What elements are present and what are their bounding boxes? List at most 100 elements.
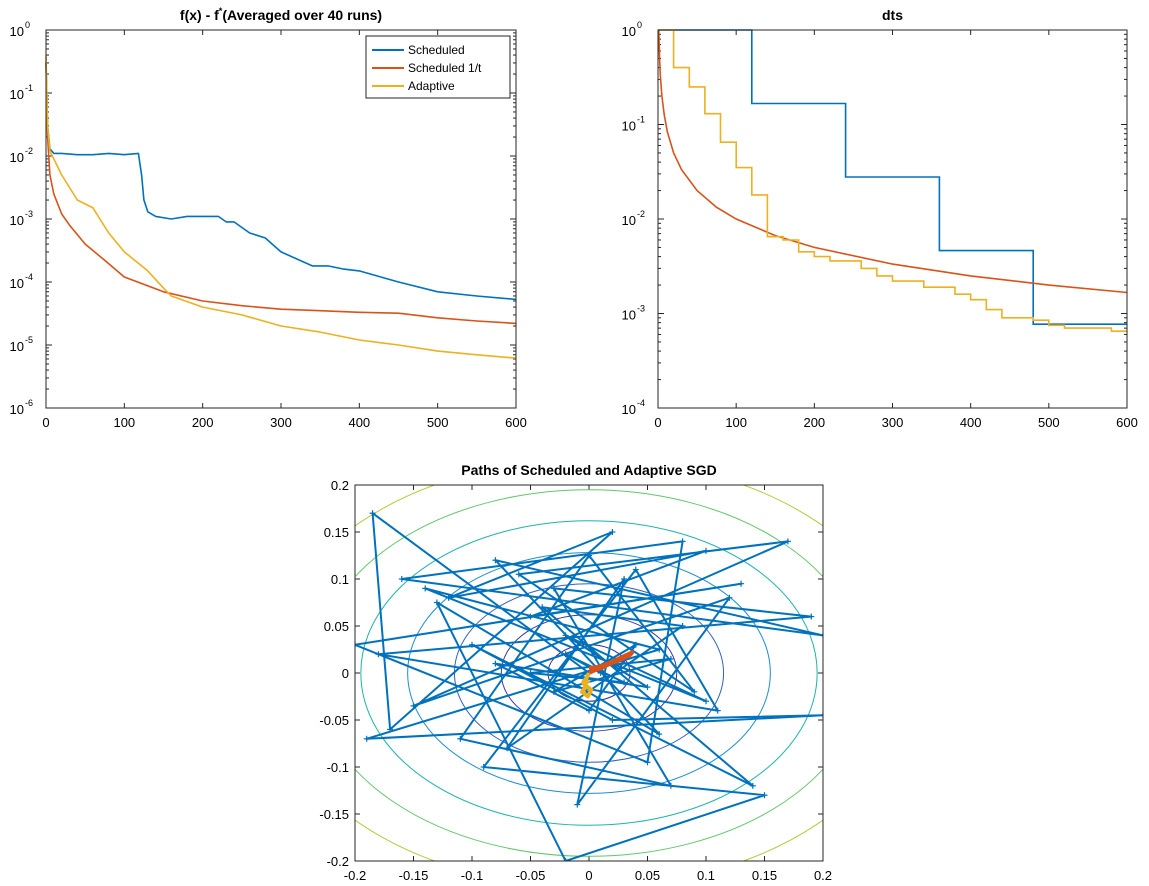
- x-tick-label: 200: [803, 415, 825, 430]
- path-marker: [621, 576, 628, 582]
- x-tick-label: -0.05: [516, 868, 546, 883]
- y-tick-exponent: -1: [637, 115, 645, 125]
- chart-title-3: Paths of Scheduled and Adaptive SGD: [461, 462, 716, 478]
- series-line-1: [658, 29, 1127, 326]
- y-tick-exponent: -1: [25, 83, 33, 93]
- path-line-1: [355, 512, 823, 861]
- path-marker: [820, 632, 823, 639]
- path-marker: [808, 613, 815, 620]
- y-tick-exponent: -4: [25, 272, 33, 282]
- contour-line: [500, 614, 678, 732]
- y-tick-label: -0.2: [327, 854, 349, 869]
- y-tick-label: 10 -3: [622, 304, 645, 323]
- y-tick-label: 10 -1: [622, 115, 645, 134]
- path-marker: [749, 782, 756, 789]
- y-tick-base: 10: [622, 308, 636, 323]
- path-line-3: [580, 672, 594, 699]
- path-marker: [761, 792, 768, 799]
- x-tick-label: 100: [725, 415, 747, 430]
- series-line-2: [45, 62, 517, 325]
- y-tick-base: 10: [622, 119, 636, 134]
- x-tick-label: 600: [1116, 415, 1138, 430]
- path-marker: [609, 529, 616, 535]
- path-marker: [550, 688, 557, 695]
- path-marker: [632, 566, 639, 573]
- path-marker: [679, 538, 686, 545]
- chart-title-2: dts: [882, 7, 903, 23]
- x-tick-label: 400: [348, 415, 370, 430]
- y-tick-label: -0.1: [327, 760, 349, 775]
- y-tick-label: 0.1: [331, 572, 349, 587]
- x-tick-label: 0: [585, 868, 592, 883]
- path-marker: [632, 641, 639, 648]
- y-tick-label: 10 -6: [10, 398, 33, 417]
- plot-frame-2: [657, 29, 1128, 409]
- path-marker: [480, 764, 487, 770]
- path-marker: [515, 571, 522, 578]
- path-marker: [504, 745, 511, 752]
- x-tick-label: 0.1: [697, 868, 715, 883]
- y-tick-base: 10: [10, 24, 24, 39]
- path-marker: [410, 702, 417, 709]
- y-tick-label: 10 -2: [10, 146, 33, 165]
- y-tick-exponent: -3: [637, 304, 645, 314]
- y-tick-base: 10: [622, 402, 636, 417]
- y-tick-label: -0.05: [319, 713, 349, 728]
- y-tick-label: 0: [342, 666, 349, 681]
- x-tick-label: 0.05: [635, 868, 660, 883]
- path-marker: [527, 613, 534, 620]
- x-tick-label: 0.15: [752, 868, 777, 883]
- y-tick-exponent: -6: [25, 398, 33, 408]
- legend-label: Adaptive: [408, 79, 455, 93]
- y-tick-label: 0.05: [324, 619, 349, 634]
- legend-label: Scheduled: [408, 43, 465, 57]
- y-tick-label: 10 0: [622, 20, 642, 39]
- x-tick-label: 0: [42, 415, 49, 430]
- y-tick-base: 10: [10, 276, 24, 291]
- path-marker: [703, 698, 709, 705]
- x-tick-label: 0: [654, 415, 661, 430]
- path-marker: [597, 670, 604, 676]
- path-marker: [445, 594, 452, 601]
- path-line-2: [588, 650, 635, 675]
- y-tick-exponent: 0: [637, 20, 642, 30]
- x-tick-label: -0.2: [344, 868, 366, 883]
- path-marker: [363, 735, 370, 742]
- x-tick-label: 300: [270, 415, 292, 430]
- y-tick-exponent: -4: [637, 398, 645, 408]
- plot-area: [355, 485, 823, 861]
- y-tick-label: 10 -3: [10, 209, 33, 228]
- y-tick-base: 10: [10, 213, 24, 228]
- path-marker: [398, 576, 405, 582]
- path-marker: [422, 585, 429, 592]
- path-marker: [738, 580, 745, 587]
- path-marker: [784, 538, 791, 545]
- path-marker: [574, 801, 581, 808]
- path-marker: [550, 585, 557, 592]
- series-line-2: [658, 29, 1128, 294]
- path-marker: [586, 552, 592, 559]
- y-tick-base: 10: [622, 213, 636, 228]
- y-tick-label: -0.15: [319, 807, 349, 822]
- path-marker: [714, 707, 721, 714]
- path-marker: [586, 707, 592, 714]
- path-marker: [820, 712, 823, 719]
- path-marker: [679, 623, 686, 629]
- y-tick-exponent: -2: [637, 209, 645, 219]
- contour-line: [355, 489, 823, 857]
- plot-frame-3: [354, 484, 824, 862]
- y-tick-exponent: 0: [25, 20, 30, 30]
- y-tick-label: 10 -5: [10, 335, 33, 354]
- y-tick-exponent: -5: [25, 335, 33, 345]
- x-tick-label: 200: [192, 415, 214, 430]
- path-marker: [492, 557, 499, 564]
- x-tick-label: 100: [113, 415, 135, 430]
- x-tick-label: 500: [1038, 415, 1060, 430]
- x-tick-label: -0.15: [399, 868, 429, 883]
- plot-frame-1: [45, 29, 517, 409]
- path-marker: [562, 858, 569, 861]
- path-marker: [691, 688, 698, 695]
- path-marker: [492, 660, 499, 667]
- path-marker: [667, 782, 674, 789]
- x-tick-label: 300: [882, 415, 904, 430]
